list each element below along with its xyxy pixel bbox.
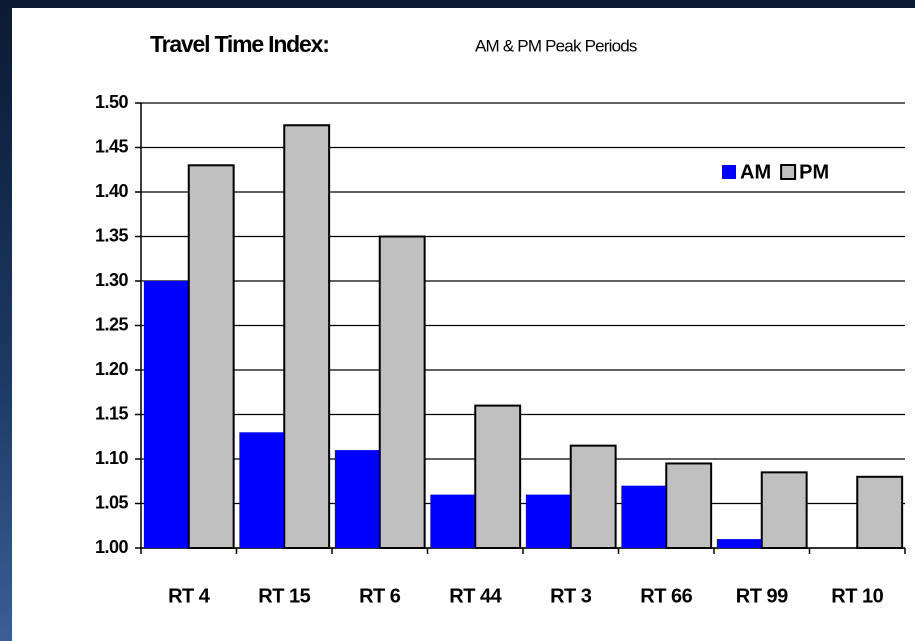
y-tick-label: 1.05 [95, 492, 129, 512]
y-tick-label: 1.25 [95, 314, 129, 334]
legend-swatch [780, 164, 797, 180]
y-tick-label: 1.20 [95, 359, 129, 379]
legend-swatch [722, 165, 736, 179]
bar [378, 235, 426, 549]
y-tick-label: 1.45 [95, 136, 129, 156]
bar [716, 539, 762, 548]
bar [187, 164, 235, 550]
x-tick-label: RT 3 [550, 585, 592, 607]
bar [665, 462, 713, 550]
bar [334, 450, 380, 548]
bar [474, 404, 522, 549]
bar [856, 475, 904, 549]
y-tick-label: 1.50 [95, 92, 129, 112]
chart-subtitle: AM & PM Peak Periods [475, 36, 637, 55]
bar [283, 124, 331, 549]
bar [569, 444, 617, 549]
x-tick-label: RT 15 [258, 585, 310, 607]
bar [621, 485, 667, 548]
x-tick-label: RT 44 [449, 585, 502, 607]
bar [239, 432, 285, 548]
legend-label: AM [740, 161, 771, 183]
y-tick-label: 1.35 [95, 225, 129, 245]
x-tick-label: RT 99 [736, 585, 788, 607]
x-tick-label: RT 10 [831, 585, 883, 607]
y-tick-label: 1.00 [95, 537, 129, 557]
x-tick-label: RT 66 [640, 585, 692, 607]
legend-label: PM [799, 161, 829, 183]
y-tick-label: 1.15 [95, 403, 129, 423]
y-tick-label: 1.40 [95, 181, 129, 201]
y-tick-label: 1.30 [95, 270, 129, 290]
bar [430, 494, 476, 548]
x-tick-label: RT 4 [168, 585, 211, 607]
bar [143, 281, 189, 548]
bar [760, 471, 808, 550]
bar [525, 494, 571, 548]
y-tick-label: 1.10 [95, 448, 129, 468]
x-tick-label: RT 6 [359, 585, 401, 607]
chart-title: Travel Time Index: [150, 31, 329, 57]
